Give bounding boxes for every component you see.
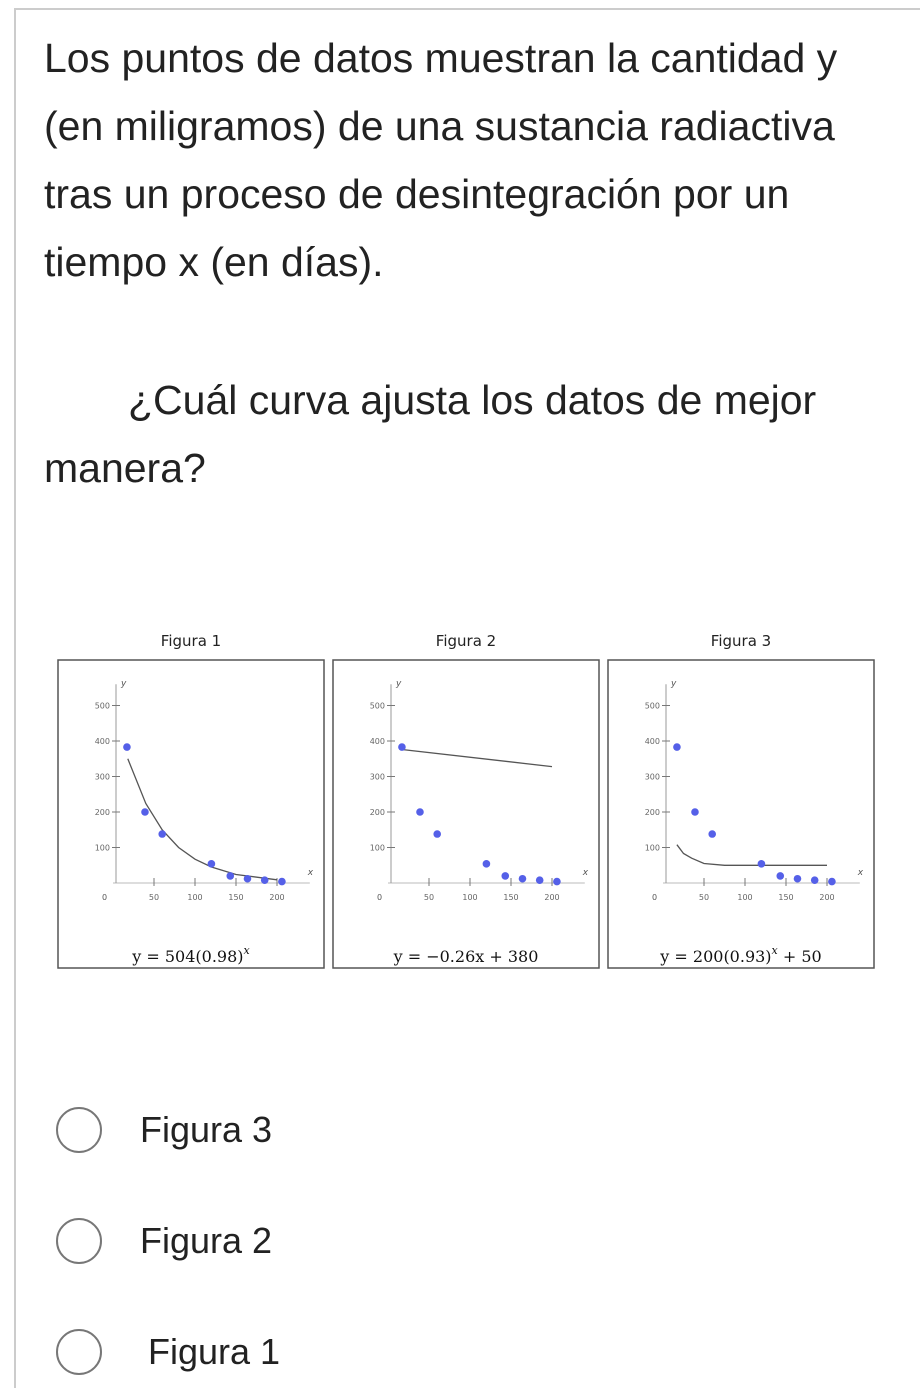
option-label[interactable]: Figura 2 (140, 1220, 273, 1261)
equation-part: y = −0.26x + 380 (393, 947, 539, 966)
figure-title: Figura 2 (436, 632, 496, 650)
data-point (416, 808, 424, 816)
data-point (226, 872, 235, 880)
x-tick-label: 200 (544, 893, 559, 902)
fit-curve (127, 758, 278, 881)
equation-part: + 50 (778, 947, 822, 966)
data-point (158, 830, 166, 838)
x-tick-label: 100 (737, 893, 752, 902)
origin-label: 0 (652, 893, 657, 902)
y-tick-label: 100 (370, 844, 385, 853)
x-axis-label: x (857, 868, 864, 878)
y-axis-label: y (120, 679, 127, 689)
y-tick-label: 400 (645, 737, 660, 746)
equation: y = −0.26x + 380 (393, 947, 539, 966)
x-axis-label: x (582, 868, 589, 878)
data-point (278, 877, 286, 886)
y-axis-label: y (670, 679, 677, 689)
y-tick-label: 200 (370, 808, 385, 817)
y-tick-label: 400 (95, 737, 110, 746)
x-tick-label: 50 (699, 893, 709, 902)
option[interactable]: Figura 3 (56, 1104, 272, 1156)
data-point (776, 872, 785, 880)
question-card (14, 8, 920, 1388)
data-point (553, 877, 561, 886)
x-tick-label: 50 (149, 893, 159, 902)
data-point (207, 860, 216, 868)
x-tick-label: 50 (424, 893, 434, 902)
x-tick-label: 100 (187, 893, 202, 902)
data-point (708, 830, 716, 838)
data-point (482, 860, 491, 868)
figure-title: Figura 1 (161, 632, 221, 650)
data-point (260, 876, 269, 884)
data-point (691, 808, 699, 816)
question-text: ¿Cuál curva ajusta los datos de mejor ma… (44, 377, 817, 491)
y-tick-label: 500 (370, 702, 385, 711)
x-tick-label: 150 (503, 893, 518, 902)
option[interactable]: Figura 1 (56, 1326, 280, 1378)
figure-frame (607, 659, 875, 969)
data-point (123, 743, 131, 751)
y-tick-label: 300 (645, 773, 660, 782)
y-axis-label: y (395, 679, 402, 689)
data-point (433, 830, 442, 838)
figure-title: Figura 3 (711, 632, 771, 650)
equation-part: y = 504(0.98) (131, 947, 243, 966)
data-point (243, 874, 252, 883)
x-axis-label: x (307, 868, 314, 878)
y-tick-label: 200 (95, 808, 110, 817)
y-tick-label: 300 (95, 773, 110, 782)
origin-label: 0 (377, 893, 382, 902)
fit-curve (401, 748, 553, 768)
option[interactable]: Figura 2 (56, 1215, 272, 1267)
x-tick-label: 150 (778, 893, 793, 902)
y-tick-label: 100 (645, 844, 660, 853)
data-point (535, 876, 544, 884)
equation-part: y = 200(0.93) (659, 947, 771, 966)
y-tick-label: 300 (370, 773, 385, 782)
data-point (398, 743, 406, 751)
data-point (757, 860, 766, 868)
fit-curve (676, 844, 827, 866)
data-point (673, 743, 681, 751)
equation-part: x (772, 944, 779, 957)
origin-label: 0 (102, 893, 107, 902)
y-tick-label: 500 (95, 702, 110, 711)
x-tick-label: 200 (269, 893, 284, 902)
option-label[interactable]: Figura 3 (140, 1109, 273, 1150)
y-tick-label: 400 (370, 737, 385, 746)
data-point (141, 808, 149, 816)
x-tick-label: 200 (819, 893, 834, 902)
y-tick-label: 100 (95, 844, 110, 853)
equation: y = 200(0.93)x + 50 (659, 944, 821, 966)
data-point (810, 876, 819, 884)
equation-part: x (244, 944, 251, 957)
equation: y = 504(0.98)x (131, 944, 250, 966)
data-point (501, 872, 510, 880)
radio[interactable] (56, 1218, 102, 1264)
x-tick-label: 150 (228, 893, 243, 902)
y-tick-label: 200 (645, 808, 660, 817)
y-tick-label: 500 (645, 702, 660, 711)
figure-frame (57, 659, 325, 969)
figure-frame (332, 659, 600, 969)
data-point (828, 877, 836, 886)
question-text: Los puntos de datos muestran la cantidad… (44, 35, 838, 285)
radio[interactable] (56, 1107, 102, 1153)
x-tick-label: 100 (462, 893, 477, 902)
data-point (793, 874, 802, 883)
option-label[interactable]: Figura 1 (148, 1331, 281, 1372)
data-point (518, 874, 527, 883)
radio[interactable] (56, 1329, 102, 1375)
